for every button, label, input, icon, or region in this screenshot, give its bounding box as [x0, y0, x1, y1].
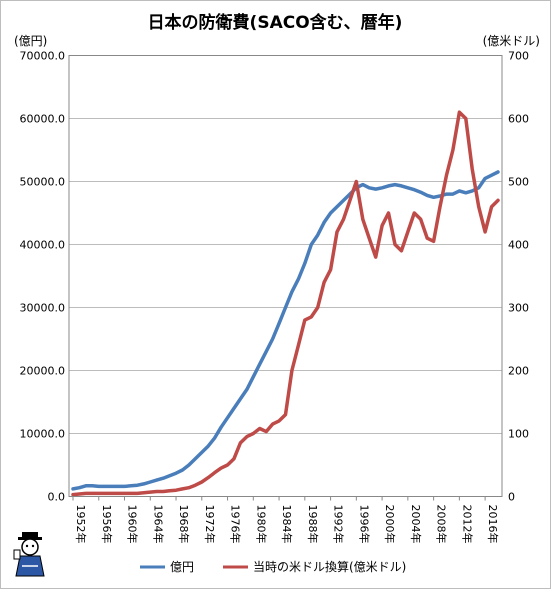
x-tick-label: 2000年	[383, 505, 397, 544]
y-right-tick-label: 400	[508, 239, 529, 252]
y-right-tick-label: 700	[508, 50, 529, 63]
legend: 億円 当時の米ドル換算(億米ドル)	[140, 559, 406, 574]
y-left-axis-title: (億円)	[14, 34, 47, 48]
x-tick-label: 2012年	[460, 505, 474, 544]
x-tick-label: 1980年	[254, 505, 268, 544]
x-tick-label: 1956年	[100, 505, 114, 544]
y-left-tick-label: 20000.0	[20, 365, 66, 378]
x-ticks: 1952年 1956年 1960年 1964年 1968年 1972年 1976年 1980年…	[72, 496, 500, 544]
y-left-tick-label: 0.0	[48, 491, 66, 504]
y-right-tick-label: 0	[508, 491, 515, 504]
x-tick-label: 1996年	[357, 505, 371, 544]
y-right-tick-label: 500	[508, 176, 529, 189]
gridlines	[69, 55, 502, 434]
legend-label-yen: 億円	[170, 560, 194, 574]
x-tick-label: 1960年	[126, 505, 140, 544]
plot-area-border	[68, 55, 503, 497]
series-line-0	[71, 170, 500, 491]
y-right-tick-label: 600	[508, 113, 529, 126]
chart-title: 日本の防衛費(SACO含む、暦年)	[148, 12, 403, 33]
x-tick-label: 2004年	[409, 505, 423, 544]
x-tick-label: 1952年	[74, 505, 88, 544]
y-left-tick-label: 40000.0	[20, 239, 66, 252]
x-tick-label: 1988年	[306, 505, 320, 544]
mascot-icon	[13, 532, 45, 577]
x-tick-label: 1984年	[280, 505, 294, 544]
x-tick-label: 2016年	[486, 505, 500, 544]
x-tick-label: 1992年	[332, 505, 346, 544]
y-left-tick-label: 30000.0	[20, 302, 66, 315]
y-right-ticks: 0 100 200 300 400 500 600 700	[508, 50, 529, 504]
x-tick-label: 1972年	[203, 505, 217, 544]
x-tick-label: 1964年	[151, 505, 165, 544]
y-right-tick-label: 200	[508, 365, 529, 378]
y-right-axis-title: (億米ドル)	[483, 34, 540, 48]
series-lines	[71, 110, 500, 497]
x-tick-label: 1976年	[229, 505, 243, 544]
y-left-tick-label: 60000.0	[20, 113, 66, 126]
x-tick-label: 2008年	[435, 505, 449, 544]
y-right-tick-label: 300	[508, 302, 529, 315]
legend-label-usd: 当時の米ドル換算(億米ドル)	[253, 559, 406, 574]
series-line-1	[71, 110, 500, 497]
y-right-tick-label: 100	[508, 428, 529, 441]
y-left-ticks: 0.0 10000.0 20000.0 30000.0 40000.0 50000.0 60…	[20, 50, 66, 504]
y-left-tick-label: 50000.0	[20, 176, 66, 189]
y-left-tick-label: 70000.0	[20, 50, 66, 63]
y-left-tick-label: 10000.0	[20, 428, 66, 441]
x-tick-label: 1968年	[177, 505, 191, 544]
